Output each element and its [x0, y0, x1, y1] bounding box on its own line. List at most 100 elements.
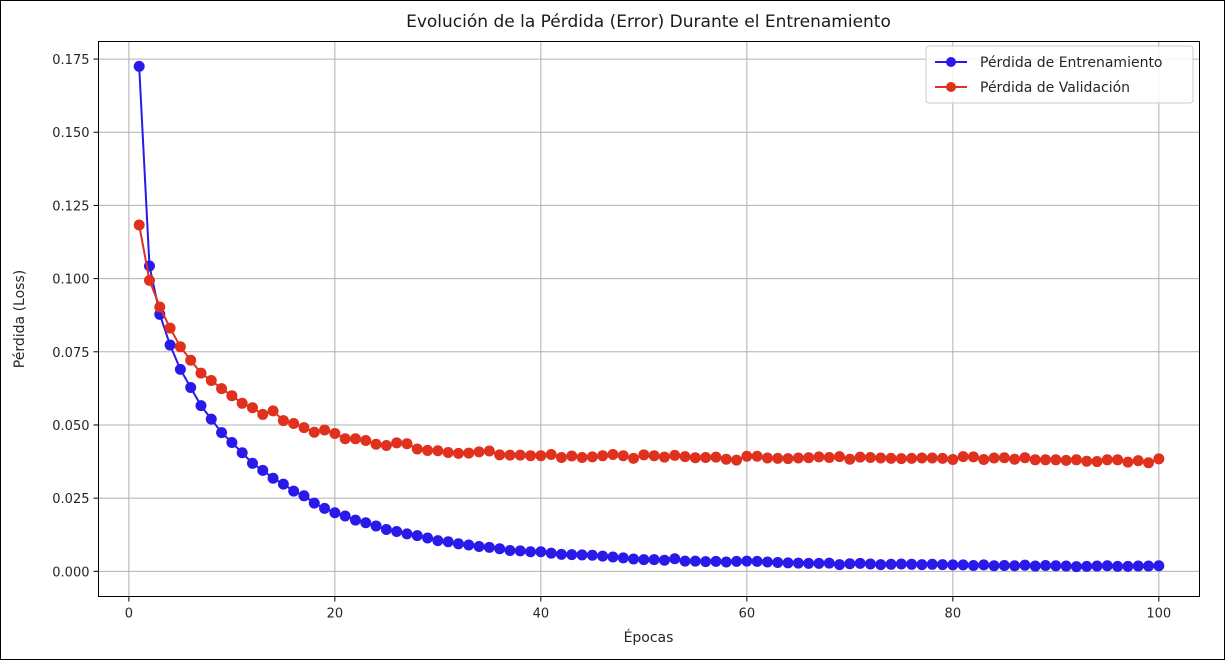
legend-marker-validation — [946, 82, 956, 92]
data-point-training — [1091, 560, 1103, 572]
data-point-training — [319, 502, 331, 514]
data-point-validation — [216, 383, 228, 395]
data-point-validation — [1050, 454, 1062, 466]
data-point-training — [988, 560, 1000, 572]
x-tick-label: 40 — [533, 607, 550, 622]
data-point-validation — [792, 452, 804, 464]
data-point-training — [133, 60, 145, 72]
data-point-validation — [154, 301, 166, 313]
data-point-training — [1112, 560, 1124, 572]
data-point-validation — [731, 454, 743, 466]
data-point-training — [483, 541, 495, 553]
data-point-validation — [648, 450, 660, 462]
data-point-validation — [380, 439, 392, 451]
data-point-validation — [401, 438, 413, 450]
data-point-validation — [226, 390, 238, 402]
y-tick-label: 0.050 — [52, 419, 89, 434]
data-point-validation — [854, 451, 866, 463]
data-point-training — [648, 554, 660, 566]
data-point-validation — [298, 422, 310, 434]
data-point-validation — [391, 437, 403, 449]
data-series — [133, 60, 1165, 573]
data-point-validation — [875, 452, 887, 464]
data-point-validation — [885, 452, 897, 464]
series-training — [133, 60, 1165, 573]
data-point-validation — [628, 452, 640, 464]
data-point-training — [555, 548, 567, 560]
data-point-validation — [998, 452, 1010, 464]
data-point-validation — [308, 426, 320, 438]
data-point-training — [277, 478, 289, 490]
data-point-validation — [452, 447, 464, 459]
data-point-training — [895, 558, 907, 570]
legend-label-training: Pérdida de Entrenamiento — [980, 55, 1163, 71]
data-point-validation — [1040, 454, 1052, 466]
data-point-training — [1050, 560, 1062, 572]
data-point-validation — [1081, 455, 1093, 467]
data-point-training — [298, 490, 310, 502]
y-axis-ticks: 0.000 0.025 0.050 0.075 0.100 0.125 0.150 0.175 — [52, 53, 99, 580]
data-point-training — [514, 545, 526, 557]
data-point-training — [782, 557, 794, 569]
data-point-validation — [432, 445, 444, 457]
data-point-validation — [813, 451, 825, 463]
data-point-training — [236, 447, 248, 459]
data-point-validation — [916, 452, 928, 464]
data-point-training — [216, 427, 228, 439]
data-point-validation — [277, 415, 289, 427]
data-point-training — [174, 363, 186, 375]
data-point-training — [1143, 560, 1155, 572]
data-point-validation — [329, 427, 341, 439]
data-point-validation — [174, 341, 186, 353]
data-point-training — [1009, 560, 1021, 572]
data-point-validation — [957, 451, 969, 463]
data-point-training — [916, 559, 928, 571]
data-point-training — [906, 558, 918, 570]
data-point-training — [432, 535, 444, 547]
data-point-training — [195, 400, 207, 412]
data-point-validation — [720, 453, 732, 465]
data-point-training — [329, 507, 341, 519]
data-point-training — [422, 532, 434, 544]
data-point-training — [586, 549, 598, 561]
data-point-validation — [700, 451, 712, 463]
data-point-training — [1122, 560, 1134, 572]
data-point-validation — [803, 452, 815, 464]
data-point-validation — [535, 450, 547, 462]
data-point-validation — [463, 447, 475, 459]
data-point-validation — [205, 374, 217, 386]
data-point-training — [1019, 559, 1031, 571]
data-point-training — [937, 559, 949, 571]
data-point-training — [1101, 560, 1113, 572]
data-point-validation — [761, 452, 773, 464]
data-point-validation — [349, 433, 361, 445]
data-point-validation — [1060, 454, 1072, 466]
data-point-validation — [246, 402, 258, 414]
data-point-validation — [339, 433, 351, 445]
data-point-training — [494, 543, 506, 555]
data-point-training — [1029, 560, 1041, 572]
data-point-training — [380, 523, 392, 535]
data-point-training — [1081, 560, 1093, 572]
data-point-training — [751, 555, 763, 567]
data-point-validation — [566, 450, 578, 462]
data-point-training — [792, 557, 804, 569]
data-point-validation — [751, 450, 763, 462]
data-point-training — [288, 485, 300, 497]
y-tick-label: 0.175 — [52, 53, 89, 68]
data-point-validation — [195, 367, 207, 379]
data-point-training — [411, 530, 423, 542]
data-point-validation — [576, 451, 588, 463]
y-tick-label: 0.000 — [52, 565, 89, 580]
series-validation — [133, 219, 1165, 469]
data-point-validation — [906, 452, 918, 464]
data-point-training — [576, 549, 588, 561]
data-point-validation — [494, 449, 506, 461]
data-point-validation — [1070, 454, 1082, 466]
data-point-validation — [442, 446, 454, 458]
y-axis-label: Pérdida (Loss) — [12, 270, 28, 368]
data-point-validation — [895, 453, 907, 465]
x-tick-label: 20 — [327, 607, 344, 622]
data-point-validation — [669, 449, 681, 461]
